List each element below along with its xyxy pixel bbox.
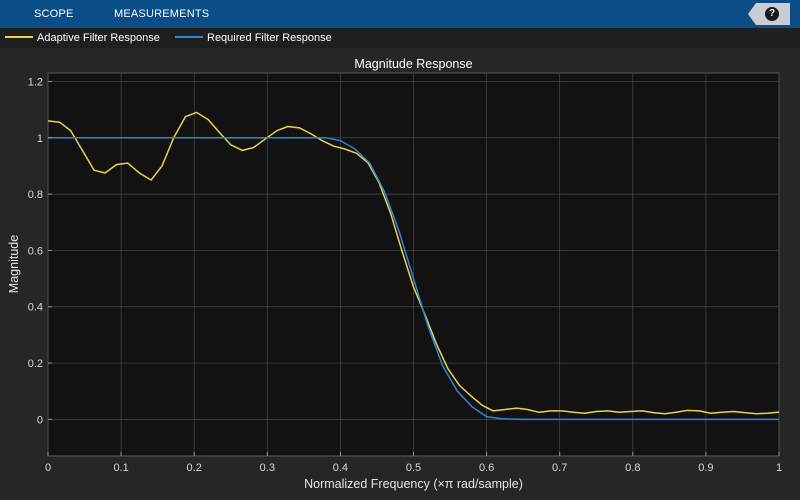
x-tick-label: 0.9: [698, 462, 713, 474]
x-tick-label: 0.7: [552, 462, 567, 474]
legend-item-required[interactable]: Required Filter Response: [175, 31, 332, 45]
x-tick-label: 0: [45, 462, 51, 474]
y-tick-label: 0.4: [28, 302, 43, 314]
x-tick-label: 0.1: [113, 462, 128, 474]
x-tick-label: 1: [776, 462, 782, 474]
x-tick-label: 0.4: [333, 462, 348, 474]
x-axis-label: Normalized Frequency (×π rad/sample): [304, 477, 523, 491]
legend-swatch-required: [175, 36, 203, 39]
y-tick-label: 0.2: [28, 358, 43, 370]
x-tick-label: 0.3: [260, 462, 275, 474]
help-button[interactable]: ?: [748, 3, 790, 25]
tab-scope[interactable]: SCOPE: [34, 8, 74, 20]
legend: Adaptive Filter Response Required Filter…: [0, 28, 800, 48]
y-tick-label: 0.8: [28, 189, 43, 201]
x-tick-label: 0.8: [625, 462, 640, 474]
magnitude-response-chart: 0 0.1 0.2 0.3 0.4 0.5 0.6 0.7 0.8 0.9 1 0 0.2 0.4 0.6…: [7, 57, 782, 491]
x-axis-ticks: 0 0.1 0.2 0.3 0.4 0.5 0.6 0.7 0.8 0.9 1: [45, 452, 782, 474]
y-axis-ticks: 0 0.2 0.4 0.6 0.8 1 1.2: [28, 76, 52, 426]
x-tick-label: 0.5: [406, 462, 421, 474]
series-layer: [47, 111, 780, 421]
y-tick-label: 0.6: [28, 245, 43, 257]
grid: [47, 73, 780, 456]
legend-label-required: Required Filter Response: [207, 32, 332, 44]
legend-label-adaptive: Adaptive Filter Response: [37, 32, 160, 44]
help-icon: ?: [765, 7, 779, 21]
y-axis-label: Magnitude: [7, 235, 21, 293]
legend-item-adaptive[interactable]: Adaptive Filter Response: [5, 31, 160, 45]
y-tick-label: 1.2: [28, 76, 43, 88]
chart-title: Magnitude Response: [354, 57, 472, 71]
adaptive-filter-response-line[interactable]: [47, 111, 780, 415]
legend-swatch-adaptive: [5, 36, 33, 39]
tab-measurements[interactable]: MEASUREMENTS: [114, 8, 210, 20]
required-filter-response-line[interactable]: [48, 137, 779, 421]
x-tick-label: 0.6: [479, 462, 494, 474]
x-tick-label: 0.2: [187, 462, 202, 474]
y-tick-label: 1: [37, 133, 43, 145]
y-tick-label: 0: [37, 414, 43, 426]
toolbar: SCOPE MEASUREMENTS ?: [0, 0, 800, 28]
